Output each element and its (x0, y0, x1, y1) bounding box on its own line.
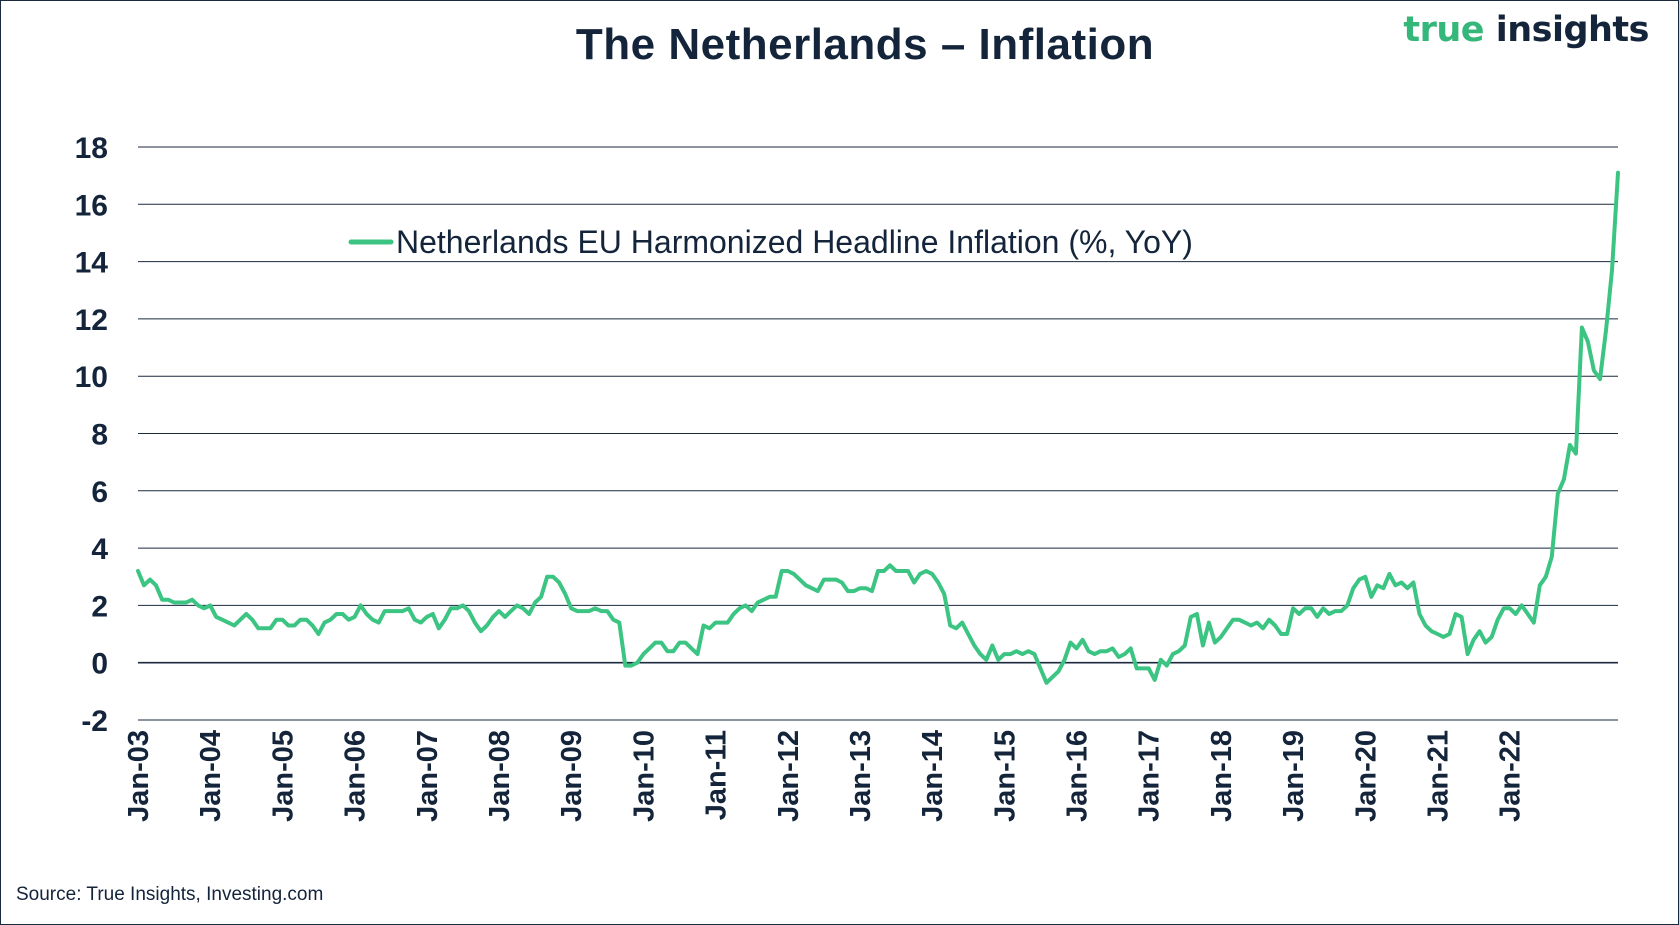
x-tick-label: Jan-06 (340, 730, 372, 822)
brand-logo-part2: insights (1495, 10, 1650, 50)
x-tick-label: Jan-21 (1423, 730, 1455, 822)
x-tick-label: Jan-04 (195, 730, 227, 822)
x-tick-label: Jan-09 (556, 730, 588, 822)
y-tick-label: 4 (91, 533, 108, 566)
x-tick-label: Jan-22 (1495, 730, 1527, 822)
x-tick-label: Jan-14 (917, 730, 949, 822)
series-group (136, 170, 1620, 685)
x-tick-label: Jan-03 (123, 730, 155, 822)
y-tick-label: 14 (75, 247, 109, 280)
x-tick-label: Jan-19 (1278, 730, 1310, 822)
x-tick-label: Jan-12 (773, 730, 805, 822)
y-tick-label: 16 (75, 189, 108, 222)
x-tick-label: Jan-16 (1062, 730, 1094, 822)
x-tick-label: Jan-05 (267, 730, 299, 822)
x-tick-label: Jan-13 (845, 730, 877, 822)
y-tick-label: 10 (75, 361, 108, 394)
x-tick-label: Jan-20 (1350, 730, 1382, 822)
x-tick-label: Jan-10 (628, 730, 660, 822)
series-line (136, 170, 1620, 685)
x-tick-label: Jan-17 (1134, 730, 1166, 822)
y-tick-label: 0 (91, 648, 108, 681)
gridlines (138, 146, 1618, 721)
y-tick-label: 18 (75, 132, 108, 165)
brand-logo: true insights (1403, 10, 1649, 50)
x-tick-label: Jan-18 (1206, 730, 1238, 822)
x-axis-ticks: Jan-03 Jan-04 Jan-05 Jan-06 Jan-07 Jan-08 Jan-… (123, 730, 1527, 822)
legend-label: Netherlands EU Harmonized Headline Infla… (396, 224, 1193, 260)
x-tick-label: Jan-07 (412, 730, 444, 822)
y-tick-label: 8 (91, 419, 108, 452)
y-axis-ticks: -2 0 2 4 6 8 10 12 14 16 18 (75, 132, 109, 738)
y-tick-label: -2 (81, 705, 108, 738)
y-tick-label: 2 (91, 590, 108, 623)
legend: Netherlands EU Harmonized Headline Infla… (348, 224, 1193, 260)
y-tick-label: 12 (75, 304, 108, 337)
brand-logo-part1: true (1403, 10, 1485, 50)
x-tick-label: Jan-11 (701, 730, 733, 820)
chart-title: The Netherlands – Inflation (575, 20, 1155, 69)
x-tick-label: Jan-08 (484, 730, 516, 822)
y-tick-label: 6 (91, 476, 108, 509)
x-tick-label: Jan-15 (989, 730, 1021, 822)
source-note: Source: True Insights, Investing.com (16, 884, 324, 905)
